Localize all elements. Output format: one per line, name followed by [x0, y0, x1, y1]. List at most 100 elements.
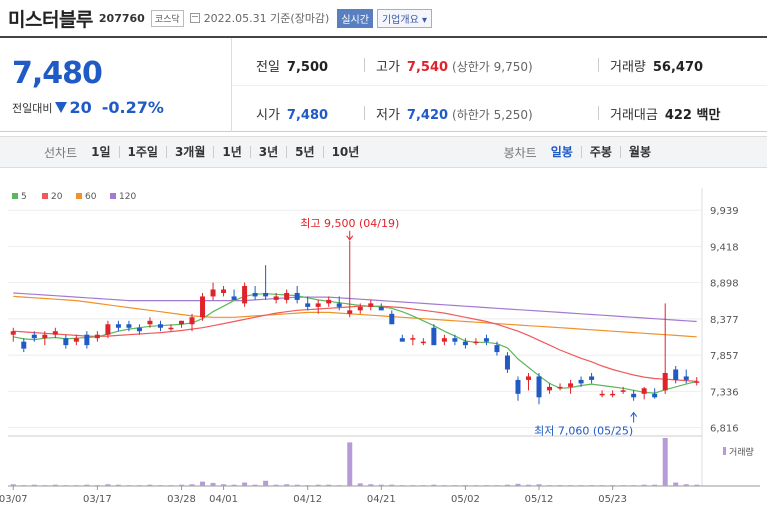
candle-body [326, 299, 332, 304]
y-tick-label: 9,939 [710, 206, 739, 217]
candle-body [652, 393, 658, 398]
prev-close: 전일 7,500 [256, 60, 329, 75]
candle-body [221, 289, 227, 293]
candle-body [63, 338, 69, 346]
date-text: 2022.05.31 기준(장마감) [203, 12, 330, 25]
candle-body [231, 296, 237, 300]
volume-bar [378, 484, 384, 486]
candle-body [410, 338, 416, 340]
volume-bar [494, 485, 500, 487]
volume-bar [305, 485, 311, 487]
candle-body [73, 338, 79, 342]
volume-bar [52, 484, 58, 486]
volume-bar [147, 484, 153, 486]
candle-daily[interactable]: 일봉 [550, 145, 573, 159]
volume-bar [431, 484, 437, 486]
volume-bar [504, 484, 510, 486]
candle-body [357, 306, 363, 311]
volume-bar [694, 484, 700, 486]
period-5y[interactable]: 5년 [286, 146, 322, 158]
volume-bar [105, 484, 111, 486]
period-3y[interactable]: 3년 [249, 146, 286, 158]
ma20-line [13, 305, 697, 382]
candle-body [610, 393, 616, 396]
candle-body [263, 292, 269, 297]
x-tick-label: 04/21 [367, 494, 396, 505]
candle-body [431, 327, 437, 346]
candle-body [589, 376, 595, 380]
volume-bar [515, 483, 521, 486]
candle-body [200, 296, 206, 318]
volume-bar [357, 483, 363, 486]
stock-code: 207760 [98, 11, 145, 25]
volume-bar [347, 442, 353, 486]
x-tick-label: 03/17 [83, 494, 112, 505]
candle-body [578, 379, 584, 384]
volume-bar [221, 484, 227, 486]
volume-legend-swatch [723, 447, 726, 455]
candle-weekly[interactable]: 주봉 [580, 146, 620, 158]
candle-body [136, 327, 142, 332]
candlestick-chart: 9,939 9,418 8,898 8,377 7,857 7,336 6,816 5 20 60… [0, 188, 760, 505]
period-10y[interactable]: 10년 [322, 146, 368, 158]
realtime-button[interactable]: 실시간 [337, 8, 373, 28]
volume-bar [662, 438, 668, 486]
x-tick-label: 05/02 [451, 494, 480, 505]
volume-bar [673, 482, 679, 486]
volume-bar [73, 485, 79, 487]
volume-bar [242, 482, 248, 486]
candle-body [568, 383, 574, 387]
volume-bar [599, 485, 605, 487]
volume-bar [578, 485, 584, 487]
x-tick-label: 05/23 [598, 494, 627, 505]
volume-bar [473, 485, 479, 487]
candle-body [179, 320, 184, 325]
candle-body [378, 306, 384, 311]
stock-name: 미스터블루 [8, 8, 93, 31]
company-overview-button[interactable]: 기업개요 ▾ [376, 8, 432, 28]
volume-bar [336, 485, 342, 487]
candle-body [52, 331, 58, 335]
volume-bar [210, 482, 216, 486]
volume-bar [683, 484, 689, 486]
x-tick-label: 03/28 [167, 494, 196, 505]
candle-body [694, 381, 700, 383]
x-tick-label: 04/01 [209, 494, 238, 505]
ma120-line [13, 292, 697, 323]
candle-body [336, 303, 342, 307]
volume-bar [483, 485, 489, 487]
volume-bar [21, 485, 27, 487]
candle-body [210, 289, 216, 297]
volume: 거래량 56,470 [610, 60, 704, 75]
x-tick-label: 05/12 [525, 494, 554, 505]
volume-bar [441, 485, 447, 487]
period-1d[interactable]: 1일 [91, 145, 111, 159]
period-3m[interactable]: 3개월 [165, 146, 213, 158]
volume-bar [452, 485, 458, 487]
volume-bar [420, 485, 426, 487]
volume-bar [31, 484, 37, 486]
volume-bar [315, 484, 321, 486]
volume-bar [263, 480, 269, 486]
candle-monthly[interactable]: 월봉 [619, 146, 659, 158]
open-price: 시가 7,480 [256, 108, 329, 123]
down-arrow-icon [55, 102, 68, 113]
header: 미스터블루 207760 코스닥 2022.05.31 기준(장마감) 실시간 … [0, 0, 767, 36]
high-annotation: 최고 9,500 (04/19) [300, 217, 399, 230]
period-1w[interactable]: 1주일 [118, 146, 166, 158]
volume-bar [368, 484, 374, 486]
volume-bar [568, 485, 574, 487]
volume-bar [179, 484, 184, 486]
y-tick-label: 8,898 [710, 279, 739, 290]
x-tick-label: 04/12 [293, 494, 322, 505]
line-chart-label: 선차트 [44, 145, 78, 160]
volume-bar [284, 484, 290, 486]
volume-bar [526, 484, 531, 486]
candle-body [599, 393, 605, 396]
candle-body [284, 292, 290, 300]
volume-bar [589, 485, 595, 487]
candle-body [547, 386, 553, 391]
period-1y[interactable]: 1년 [213, 146, 249, 158]
volume-bar [399, 485, 405, 487]
ma5-line [13, 293, 697, 394]
